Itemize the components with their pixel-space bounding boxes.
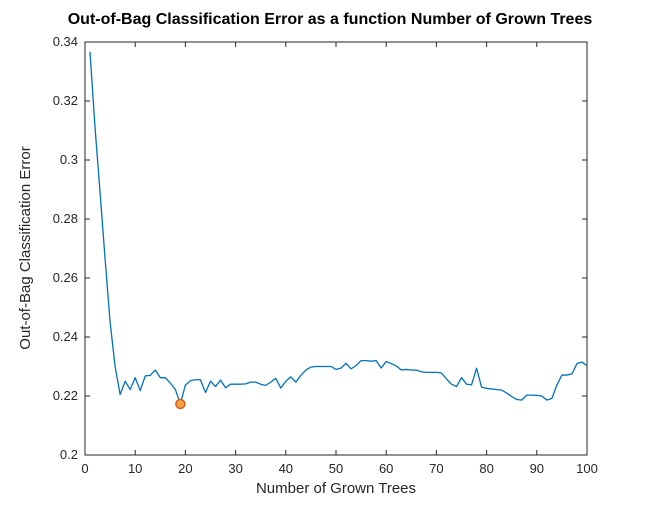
axes: 0 10 20 30 40 50 60 70 80 90 100 0.2 0.22 0.24 0.26 0.2…	[53, 34, 598, 476]
x-tick-label: 30	[228, 461, 242, 476]
x-tick-label: 90	[530, 461, 544, 476]
x-tick-label: 50	[329, 461, 343, 476]
y-tick-label: 0.3	[60, 152, 78, 167]
y-tick-label: 0.2	[60, 447, 78, 462]
y-tick-label: 0.28	[53, 211, 78, 226]
y-axis-label: Out-of-Bag Classification Error	[17, 146, 34, 349]
chart-title: Out-of-Bag Classification Error as a fun…	[68, 11, 593, 28]
x-axis-label: Number of Grown Trees	[256, 480, 416, 497]
x-tick-label: 60	[379, 461, 393, 476]
oob-error-line	[89, 51, 588, 405]
y-tick-label: 0.24	[53, 329, 78, 344]
y-tick-label: 0.26	[53, 270, 78, 285]
min-error-marker	[175, 398, 186, 410]
x-tick-label: 40	[279, 461, 293, 476]
y-tick-label: 0.22	[53, 388, 78, 403]
x-tick-label: 20	[178, 461, 192, 476]
x-tick-label: 100	[576, 461, 598, 476]
y-tick-label: 0.34	[53, 34, 78, 49]
y-tick-label: 0.32	[53, 93, 78, 108]
series-layer	[89, 51, 588, 410]
x-tick-label: 10	[128, 461, 142, 476]
x-tick-label: 70	[429, 461, 443, 476]
x-tick-label: 80	[479, 461, 493, 476]
x-tick-label: 0	[81, 461, 88, 476]
plot-box	[84, 41, 588, 456]
